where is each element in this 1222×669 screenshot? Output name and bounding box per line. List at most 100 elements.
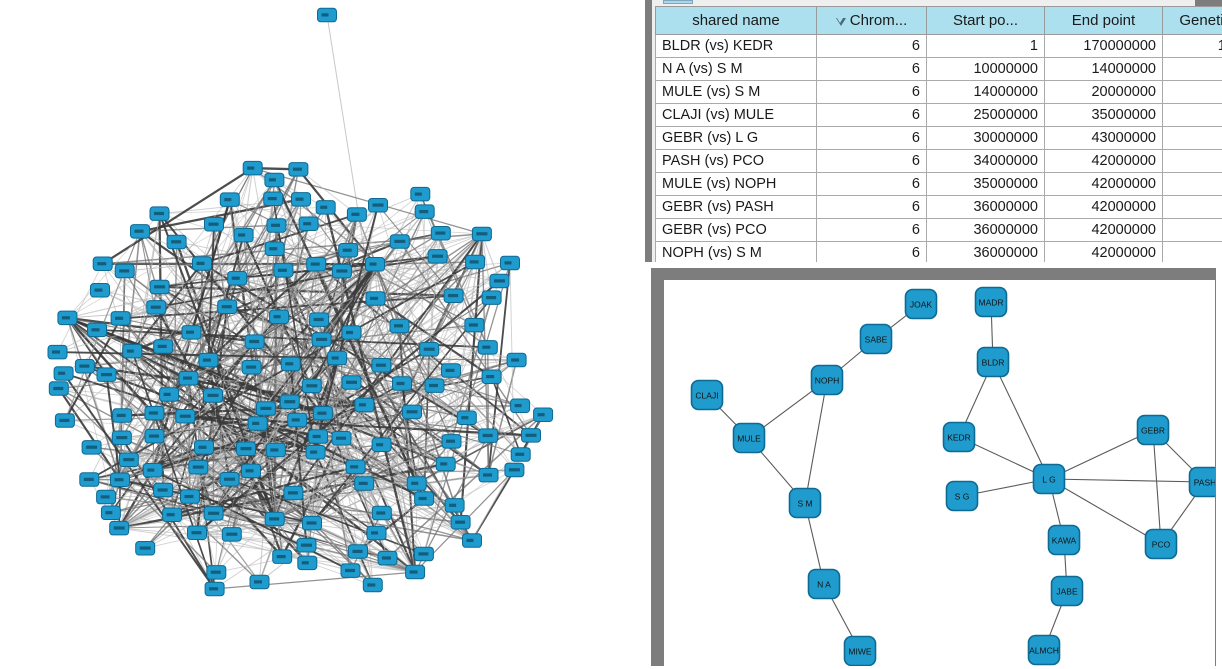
main-network-node[interactable] [287, 412, 308, 428]
main-network-node[interactable] [244, 334, 265, 349]
main-network-node[interactable] [366, 525, 387, 541]
sub-network-edge[interactable] [1048, 478, 1162, 545]
main-network-node[interactable] [521, 428, 541, 443]
main-network-node[interactable] [130, 224, 150, 239]
cell-end_point[interactable]: 42000000 [1044, 195, 1163, 219]
sub-network-edge[interactable] [1152, 429, 1162, 545]
main-network-node[interactable] [175, 409, 196, 424]
main-network-node[interactable] [297, 555, 318, 571]
sub-network-node-shape[interactable] [945, 480, 979, 512]
main-network-node[interactable] [288, 162, 309, 177]
main-network-node[interactable] [264, 511, 285, 527]
cell-start_point[interactable]: 14000000 [926, 80, 1045, 104]
main-network-node[interactable] [146, 300, 167, 315]
main-network-node[interactable] [315, 200, 336, 215]
main-network-node[interactable] [47, 344, 68, 360]
main-network-node[interactable] [331, 431, 352, 446]
sub-network-node-shape[interactable] [1136, 414, 1170, 446]
cell-shared_name[interactable]: MULE (vs) S M [655, 80, 817, 104]
cell-shared_name[interactable]: GEBR (vs) L G [655, 126, 817, 150]
cell-shared_name[interactable]: GEBR (vs) PCO [655, 218, 817, 242]
main-network-node[interactable] [291, 192, 311, 207]
cell-start_point[interactable]: 25000000 [926, 103, 1045, 127]
cell-end_point[interactable]: 35000000 [1044, 103, 1163, 127]
cell-shared_name[interactable]: CLAJI (vs) MULE [655, 103, 817, 127]
main-network-node[interactable] [306, 257, 327, 272]
column-header-shared-name[interactable]: shared name [655, 6, 817, 35]
main-network-node[interactable] [341, 325, 362, 340]
main-network-node[interactable] [506, 352, 527, 368]
column-header-genetic[interactable]: Genetic... [1162, 6, 1222, 35]
main-network-node[interactable] [241, 463, 261, 479]
main-network-node[interactable] [204, 217, 224, 232]
main-network-node[interactable] [264, 172, 285, 188]
main-network-node[interactable] [81, 440, 102, 455]
genetic-distance-table[interactable]: shared name Chrom... Start po... End poi… [655, 6, 1222, 265]
main-network-node[interactable] [402, 404, 422, 420]
main-network-node[interactable] [478, 467, 499, 483]
sub-network-node-shape[interactable] [1027, 634, 1061, 666]
main-network-node[interactable] [346, 207, 367, 222]
main-network-node[interactable] [264, 241, 285, 256]
sub-network-node-shape[interactable] [859, 323, 893, 355]
main-network-node[interactable] [327, 350, 348, 366]
main-network-node[interactable] [427, 249, 448, 264]
cell-chromosome[interactable]: 6 [816, 172, 927, 196]
cell-genetic[interactable]: 5.9 [1162, 103, 1222, 127]
sub-network-node-shape[interactable] [976, 346, 1010, 378]
table-row[interactable]: PASH (vs) PCO6340000004200000011.4 [655, 149, 1222, 173]
main-network-node[interactable] [162, 507, 183, 522]
main-network-node[interactable] [96, 367, 117, 382]
main-network-node[interactable] [500, 255, 520, 271]
main-network-node[interactable] [471, 226, 492, 242]
main-network-node[interactable] [87, 322, 107, 338]
main-network-node[interactable] [450, 515, 471, 530]
main-network-node[interactable] [122, 343, 143, 359]
sub-network-node[interactable]: JABE [1050, 575, 1084, 607]
main-network-node[interactable] [414, 204, 435, 219]
cell-chromosome[interactable]: 6 [816, 241, 927, 265]
sort-descending-icon[interactable] [835, 18, 846, 26]
sub-network-node[interactable]: SABE [859, 323, 893, 355]
sub-network-node[interactable]: NOPH [810, 364, 844, 396]
cell-shared_name[interactable]: N A (vs) S M [655, 57, 817, 81]
cell-end_point[interactable]: 42000000 [1044, 218, 1163, 242]
main-network-node[interactable] [481, 369, 502, 384]
main-network-node[interactable] [74, 359, 95, 374]
column-header-end-point[interactable]: End point [1044, 6, 1163, 35]
main-network-node[interactable] [443, 288, 464, 303]
main-network-node[interactable] [456, 410, 477, 425]
main-network-node[interactable] [111, 430, 132, 445]
sub-network-node[interactable]: S G [945, 480, 979, 512]
main-network-node[interactable] [159, 387, 180, 402]
sub-network-node-shape[interactable] [732, 422, 766, 454]
main-network-node[interactable] [280, 356, 301, 372]
cell-chromosome[interactable]: 6 [816, 195, 927, 219]
sub-network-node[interactable]: CLAJI [690, 379, 724, 411]
table-tab-indicator[interactable] [663, 0, 693, 4]
sub-network-node[interactable]: JOAK [904, 288, 938, 320]
main-network-node[interactable] [348, 544, 368, 559]
table-row[interactable]: GEBR (vs) PASH636000000420000008.9 [655, 195, 1222, 219]
main-network-node[interactable] [194, 440, 214, 455]
main-network-node[interactable] [341, 375, 362, 390]
main-network-node[interactable] [219, 192, 240, 207]
main-network-node[interactable] [368, 198, 388, 213]
sub-network-canvas[interactable]: JOAK MADR SABE BLDR NOPH CLAJI KEDR GEBR MULE L G… [664, 280, 1215, 666]
main-network-node[interactable] [198, 352, 219, 368]
sub-network-node-shape[interactable] [690, 379, 724, 411]
main-network-node[interactable] [441, 434, 462, 449]
main-network-node[interactable] [414, 491, 435, 506]
cell-start_point[interactable]: 35000000 [926, 172, 1045, 196]
sub-network-node[interactable]: MADR [974, 286, 1008, 318]
main-network-node[interactable] [413, 546, 434, 562]
main-network-node[interactable] [109, 520, 130, 536]
cell-shared_name[interactable]: GEBR (vs) PASH [655, 195, 817, 219]
sub-network-node-shape[interactable] [810, 364, 844, 396]
cell-end_point[interactable]: 170000000 [1044, 34, 1163, 58]
cell-genetic[interactable]: 9.9 [1162, 241, 1222, 265]
main-network-node[interactable] [227, 271, 248, 286]
cell-end_point[interactable]: 43000000 [1044, 126, 1163, 150]
sub-network-node-shape[interactable] [1144, 528, 1178, 560]
main-network-node[interactable] [465, 254, 486, 270]
